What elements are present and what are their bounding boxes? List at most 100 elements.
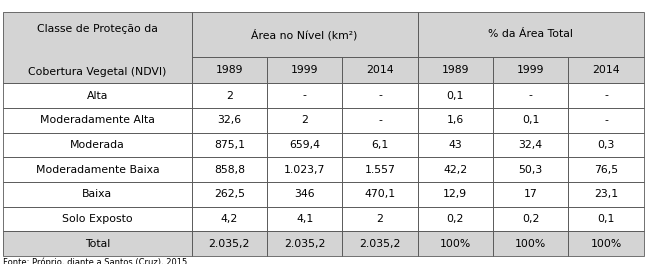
Bar (3, 182, 192, 207)
Bar (267, 182, 342, 207)
Bar (342, 133, 418, 157)
Bar (192, 83, 267, 108)
Text: 23,1: 23,1 (594, 189, 618, 199)
Bar (267, 157, 342, 182)
Bar (267, 57, 342, 83)
Text: Moderadamente Baixa: Moderadamente Baixa (35, 165, 159, 175)
Bar (342, 157, 418, 182)
Bar (3, 83, 192, 108)
Bar (568, 207, 644, 231)
Bar (568, 57, 644, 83)
Text: 100%: 100% (590, 239, 622, 249)
Bar (342, 182, 418, 207)
Bar (267, 231, 342, 256)
Bar (267, 231, 342, 256)
Bar (568, 207, 644, 231)
Bar (192, 182, 267, 207)
Text: 4,1: 4,1 (296, 214, 313, 224)
Bar (568, 231, 644, 256)
Bar (3, 108, 192, 133)
Bar (267, 108, 342, 133)
Text: 6,1: 6,1 (372, 140, 388, 150)
Bar (3, 157, 192, 182)
Text: % da Área Total: % da Área Total (488, 29, 573, 39)
Text: Fonte: Próprio, diante a Santos (Cruz), 2015.: Fonte: Próprio, diante a Santos (Cruz), … (3, 257, 190, 264)
Bar (493, 108, 568, 133)
Text: 32,4: 32,4 (519, 140, 542, 150)
Bar (418, 57, 493, 83)
Bar (418, 83, 493, 108)
Text: 0,1: 0,1 (597, 214, 615, 224)
Text: 2: 2 (377, 214, 383, 224)
Bar (568, 83, 644, 108)
Bar (3, 231, 192, 256)
Text: Moderada: Moderada (70, 140, 124, 150)
Bar (342, 231, 418, 256)
Text: -: - (604, 115, 608, 125)
Bar (192, 57, 267, 83)
Text: 17: 17 (524, 189, 537, 199)
Bar (267, 83, 342, 108)
Text: 2.035,2: 2.035,2 (208, 239, 250, 249)
Bar (568, 133, 644, 157)
Bar (418, 182, 493, 207)
Text: 858,8: 858,8 (213, 165, 244, 175)
Bar (192, 12, 418, 57)
Text: 12,9: 12,9 (443, 189, 468, 199)
Text: -: - (378, 91, 382, 101)
Bar (3, 108, 192, 133)
Bar (192, 157, 267, 182)
Bar (192, 207, 267, 231)
Bar (267, 157, 342, 182)
Bar (493, 231, 568, 256)
Bar (493, 108, 568, 133)
Bar (267, 182, 342, 207)
Bar (418, 133, 493, 157)
Bar (493, 157, 568, 182)
Bar (342, 57, 418, 83)
Text: 1989: 1989 (215, 65, 243, 75)
Bar (568, 157, 644, 182)
Text: 76,5: 76,5 (594, 165, 618, 175)
Bar (342, 108, 418, 133)
Text: 346: 346 (294, 189, 315, 199)
Bar (568, 133, 644, 157)
Bar (493, 57, 568, 83)
Text: 0,1: 0,1 (522, 115, 539, 125)
Bar (418, 133, 493, 157)
Bar (192, 231, 267, 256)
Bar (493, 83, 568, 108)
Bar (192, 57, 267, 83)
Bar (493, 182, 568, 207)
Bar (418, 83, 493, 108)
Text: 2014: 2014 (592, 65, 620, 75)
Bar (568, 108, 644, 133)
Bar (568, 182, 644, 207)
Bar (342, 157, 418, 182)
Bar (342, 108, 418, 133)
Text: -: - (378, 115, 382, 125)
Text: 2: 2 (301, 115, 308, 125)
Bar (342, 83, 418, 108)
Text: 0,1: 0,1 (446, 91, 464, 101)
Bar (418, 207, 493, 231)
Text: 1.557: 1.557 (364, 165, 395, 175)
Text: -: - (604, 91, 608, 101)
Bar (493, 182, 568, 207)
Bar (3, 157, 192, 182)
Text: 43: 43 (448, 140, 462, 150)
Text: Solo Exposto: Solo Exposto (62, 214, 133, 224)
Bar (192, 133, 267, 157)
Bar (493, 231, 568, 256)
Text: Total: Total (84, 239, 110, 249)
Bar (267, 207, 342, 231)
Bar (493, 157, 568, 182)
Text: 2014: 2014 (366, 65, 394, 75)
Bar (342, 231, 418, 256)
Bar (342, 57, 418, 83)
Text: -: - (529, 91, 533, 101)
Bar (418, 207, 493, 231)
Text: 0,3: 0,3 (597, 140, 615, 150)
Bar (3, 207, 192, 231)
Text: 50,3: 50,3 (519, 165, 543, 175)
